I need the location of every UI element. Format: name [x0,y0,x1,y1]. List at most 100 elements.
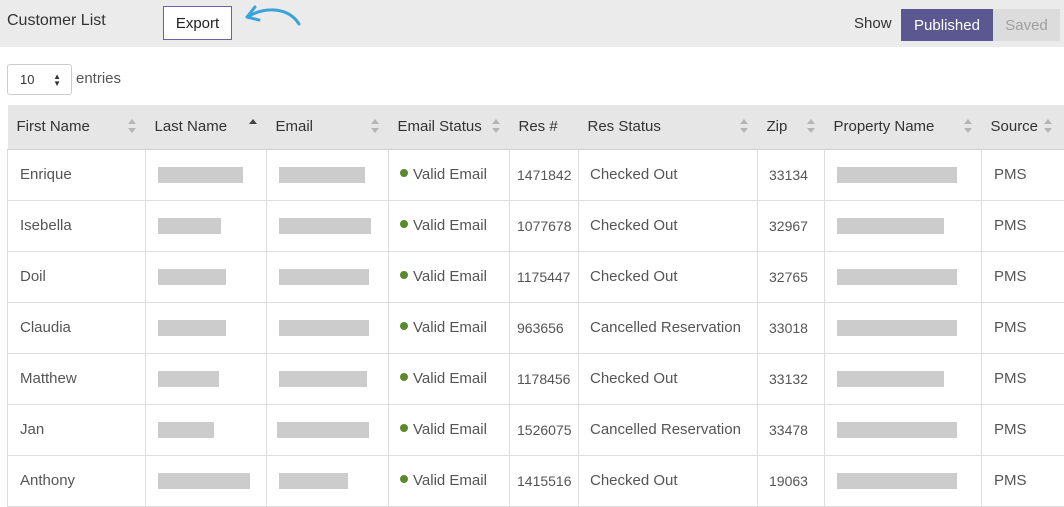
email-status-cell: Valid Email [389,200,510,251]
status-dot-icon [400,475,408,483]
res-number-cell: 1415516 [510,455,579,506]
last-name-redacted [146,200,267,251]
curved-arrow-icon [243,4,303,30]
table-row[interactable]: Enrique Valid Email 1471842 Checked Out … [8,149,1064,200]
email-status-cell: Valid Email [389,302,510,353]
source-cell: PMS [982,149,1064,200]
email-redacted [267,353,389,404]
first-name-cell: Claudia [8,302,146,353]
export-button[interactable]: Export [163,6,232,40]
table-row[interactable]: Claudia Valid Email 963656 Cancelled Res… [8,302,1064,353]
email-redacted [267,149,389,200]
last-name-redacted [146,404,267,455]
column-header-first-name[interactable]: First Name [8,105,146,149]
table-row[interactable]: Isebella Valid Email 1077678 Checked Out… [8,200,1064,251]
res-status-cell: Checked Out [579,200,758,251]
status-dot-icon [400,373,408,381]
res-number-cell: 1077678 [510,200,579,251]
res-status-cell: Checked Out [579,455,758,506]
entries-per-page-select[interactable]: 10 ▲▼ [7,64,72,95]
zip-cell: 33132 [758,353,825,404]
page-title: Customer List [7,12,106,30]
source-cell: PMS [982,200,1064,251]
source-cell: PMS [982,404,1064,455]
column-header-res-number[interactable]: Res # [510,105,579,149]
table-row[interactable]: Doil Valid Email 1175447 Checked Out 327… [8,251,1064,302]
property-name-redacted [825,302,982,353]
top-bar: Customer List Export Show Published Save… [0,0,1064,47]
property-name-redacted [825,149,982,200]
entries-select-value: 10 [20,72,34,87]
email-redacted [267,404,389,455]
first-name-cell: Enrique [8,149,146,200]
table-row[interactable]: Jan Valid Email 1526075 Cancelled Reserv… [8,404,1064,455]
property-name-redacted [825,353,982,404]
res-number-cell: 1471842 [510,149,579,200]
res-number-cell: 1178456 [510,353,579,404]
zip-cell: 19063 [758,455,825,506]
table-row[interactable]: Anthony Valid Email 1415516 Checked Out … [8,455,1064,506]
last-name-redacted [146,251,267,302]
last-name-redacted [146,302,267,353]
first-name-cell: Isebella [8,200,146,251]
published-saved-toggle: Published Saved [901,9,1060,41]
zip-cell: 32765 [758,251,825,302]
res-status-cell: Checked Out [579,149,758,200]
column-header-email[interactable]: Email [267,105,389,149]
email-redacted [267,251,389,302]
sort-both-icon [492,119,500,133]
email-redacted [267,302,389,353]
table-row[interactable]: Matthew Valid Email 1178456 Checked Out … [8,353,1064,404]
show-label: Show [854,15,892,32]
table-header-row: First Name Last Name Email Email Status … [8,105,1064,149]
zip-cell: 32967 [758,200,825,251]
email-status-cell: Valid Email [389,251,510,302]
email-status-cell: Valid Email [389,455,510,506]
column-header-zip[interactable]: Zip [758,105,825,149]
customer-table: First Name Last Name Email Email Status … [7,105,1064,507]
first-name-cell: Jan [8,404,146,455]
res-status-cell: Checked Out [579,251,758,302]
email-redacted [267,455,389,506]
status-dot-icon [400,424,408,432]
property-name-redacted [825,200,982,251]
column-header-res-status[interactable]: Res Status [579,105,758,149]
property-name-redacted [825,404,982,455]
source-cell: PMS [982,353,1064,404]
status-dot-icon [400,169,408,177]
email-status-cell: Valid Email [389,404,510,455]
column-header-property-name[interactable]: Property Name [825,105,982,149]
sort-both-icon [740,119,748,133]
first-name-cell: Anthony [8,455,146,506]
sort-both-icon [371,119,379,133]
select-updown-icon: ▲▼ [53,73,61,87]
saved-toggle-button[interactable]: Saved [993,9,1060,41]
source-cell: PMS [982,251,1064,302]
column-header-source[interactable]: Source [982,105,1064,149]
sort-both-icon [1044,119,1052,133]
res-status-cell: Checked Out [579,353,758,404]
zip-cell: 33018 [758,302,825,353]
res-status-cell: Cancelled Reservation [579,404,758,455]
entries-label: entries [76,70,121,87]
first-name-cell: Doil [8,251,146,302]
property-name-redacted [825,251,982,302]
source-cell: PMS [982,455,1064,506]
sort-both-icon [807,119,815,133]
res-number-cell: 963656 [510,302,579,353]
status-dot-icon [400,220,408,228]
zip-cell: 33478 [758,404,825,455]
last-name-redacted [146,353,267,404]
last-name-redacted [146,455,267,506]
sort-ascending-icon [249,119,257,133]
status-dot-icon [400,322,408,330]
column-header-last-name[interactable]: Last Name [146,105,267,149]
status-dot-icon [400,271,408,279]
published-toggle-button[interactable]: Published [901,9,993,41]
column-header-email-status[interactable]: Email Status [389,105,510,149]
property-name-redacted [825,455,982,506]
email-status-cell: Valid Email [389,149,510,200]
first-name-cell: Matthew [8,353,146,404]
zip-cell: 33134 [758,149,825,200]
sort-both-icon [964,119,972,133]
